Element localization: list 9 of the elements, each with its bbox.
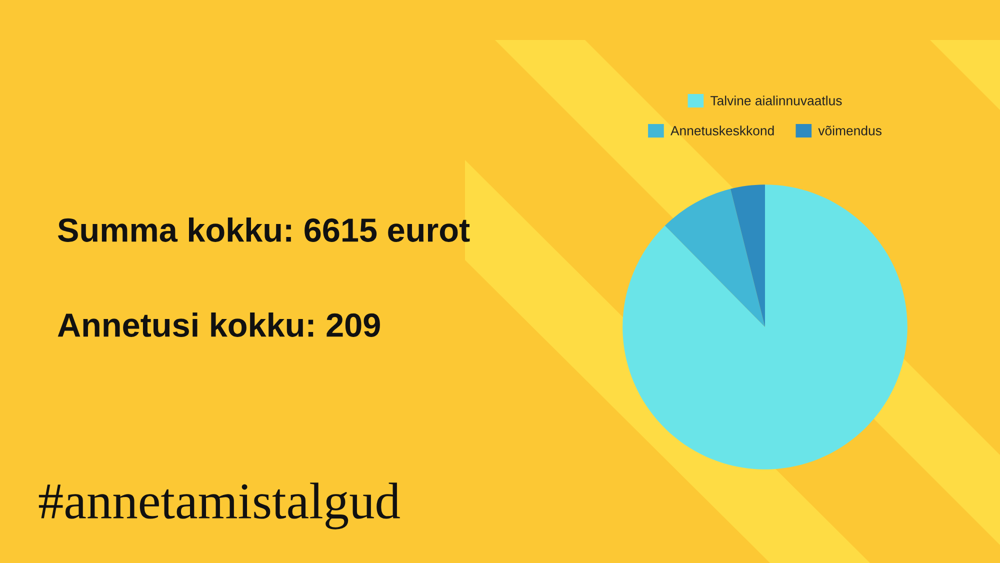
- pie-slice: [664, 188, 765, 327]
- legend-label: võimendus: [818, 126, 882, 136]
- legend-label: Annetuskeskkond: [670, 126, 774, 136]
- pie-slice: [730, 184, 765, 327]
- pie-slice: [622, 184, 908, 470]
- text: Annetusi kokku: 209: [58, 312, 380, 337]
- text: #annetamistalgud: [38, 482, 400, 530]
- legend-label: Talvine aialinnuvaatlus: [710, 96, 842, 106]
- text: Summa kokku: 6615 eurot: [58, 217, 470, 242]
